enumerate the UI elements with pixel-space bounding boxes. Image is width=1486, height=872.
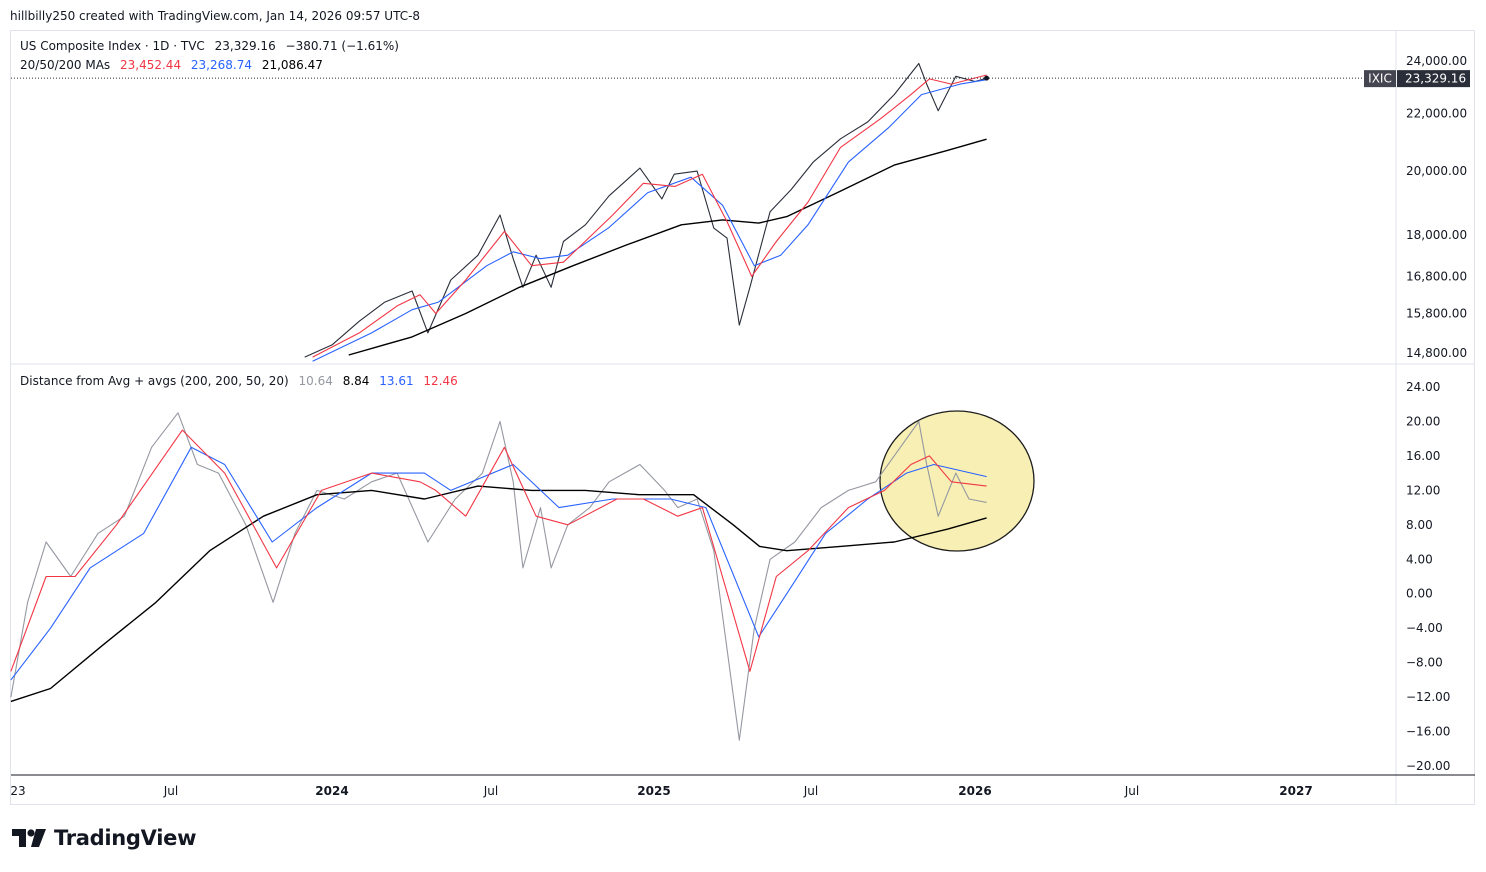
chart-frame [10, 30, 1475, 805]
ma50-line [312, 79, 987, 362]
lower-y-tick: −12.00 [1406, 690, 1450, 704]
tradingview-logo-icon [12, 829, 46, 847]
x-axis-tick: Jul [1124, 784, 1139, 798]
price-tag-bg [1397, 70, 1470, 88]
upper-y-tick: 16,800.00 [1406, 269, 1467, 283]
upper-y-tick: 14,800.00 [1406, 346, 1467, 360]
attribution-header: hillbilly250 created with TradingView.co… [10, 9, 421, 23]
upper-y-tick: 15,800.00 [1406, 307, 1467, 321]
lower-y-tick: 0.00 [1406, 587, 1433, 601]
last-price-dot [984, 75, 990, 81]
lower-y-tick: 4.00 [1406, 552, 1433, 566]
x-axis-tick: Jul [483, 784, 498, 798]
upper-y-tick: 18,000.00 [1406, 228, 1467, 242]
x-axis-tick: 2026 [958, 784, 991, 798]
lower-y-tick: 8.00 [1406, 518, 1433, 532]
lower-y-tick: 12.00 [1406, 483, 1440, 497]
upper-change: −380.71 (−1.61%) [285, 39, 399, 53]
lower-y-tick: 24.00 [1406, 380, 1440, 394]
upper-y-tick: 22,000.00 [1406, 107, 1467, 121]
x-axis-tick: Jul [163, 784, 178, 798]
upper-price: 23,329.16 [214, 39, 276, 53]
distance-avg200-line [10, 485, 987, 703]
x-axis-tick: Jul [803, 784, 818, 798]
lower-y-tick: −20.00 [1406, 759, 1450, 773]
ma-label: 20/50/200 MAs [20, 58, 111, 72]
upper-title: US Composite Index · 1D · TVC [20, 39, 205, 53]
lower-y-tick: 20.00 [1406, 414, 1440, 428]
distance-avg20-line [10, 429, 987, 672]
tradingview-brand[interactable]: TradingView [12, 826, 196, 850]
lower-y-tick: −4.00 [1406, 621, 1443, 635]
lower-v2: 8.84 [342, 374, 370, 388]
distance-line [10, 412, 987, 741]
price-line [304, 62, 987, 358]
distance-avg50-line [10, 446, 987, 681]
lower-y-tick: −16.00 [1406, 725, 1450, 739]
ma200-value: 21,086.47 [261, 58, 323, 72]
brand-name: TradingView [54, 826, 197, 850]
ma20-value: 23,452.44 [120, 58, 182, 72]
ma200-line [348, 138, 987, 356]
lower-legend: Distance from Avg + avgs (200, 200, 50, … [20, 374, 464, 388]
lower-v1: 10.64 [298, 374, 333, 388]
ma20-line [312, 74, 987, 358]
x-axis-tick: 2025 [637, 784, 670, 798]
upper-legend-line-1: US Composite Index · 1D · TVC 23,329.16 … [20, 39, 405, 53]
x-axis-tick: 2027 [1279, 784, 1312, 798]
upper-y-tick: 20,000.00 [1406, 164, 1467, 178]
ma50-value: 23,268.74 [190, 58, 252, 72]
upper-legend-line-2: 20/50/200 MAs 23,452.44 23,268.74 21,086… [20, 58, 329, 72]
lower-title: Distance from Avg + avgs (200, 200, 50, … [20, 374, 289, 388]
symbol-tag: IXIC [1368, 72, 1392, 86]
lower-v3: 13.61 [379, 374, 414, 388]
highlight-ellipse [879, 410, 1035, 552]
x-axis-tick: 2024 [315, 784, 348, 798]
lower-v4: 12.46 [423, 374, 458, 388]
lower-y-tick: 16.00 [1406, 449, 1440, 463]
lower-y-tick: −8.00 [1406, 656, 1443, 670]
x-axis-tick: 23 [10, 784, 25, 798]
upper-y-tick: 24,000.00 [1406, 54, 1467, 68]
price-tag: 23,329.16 [1405, 72, 1466, 86]
symbol-tag-bg [1364, 70, 1396, 88]
